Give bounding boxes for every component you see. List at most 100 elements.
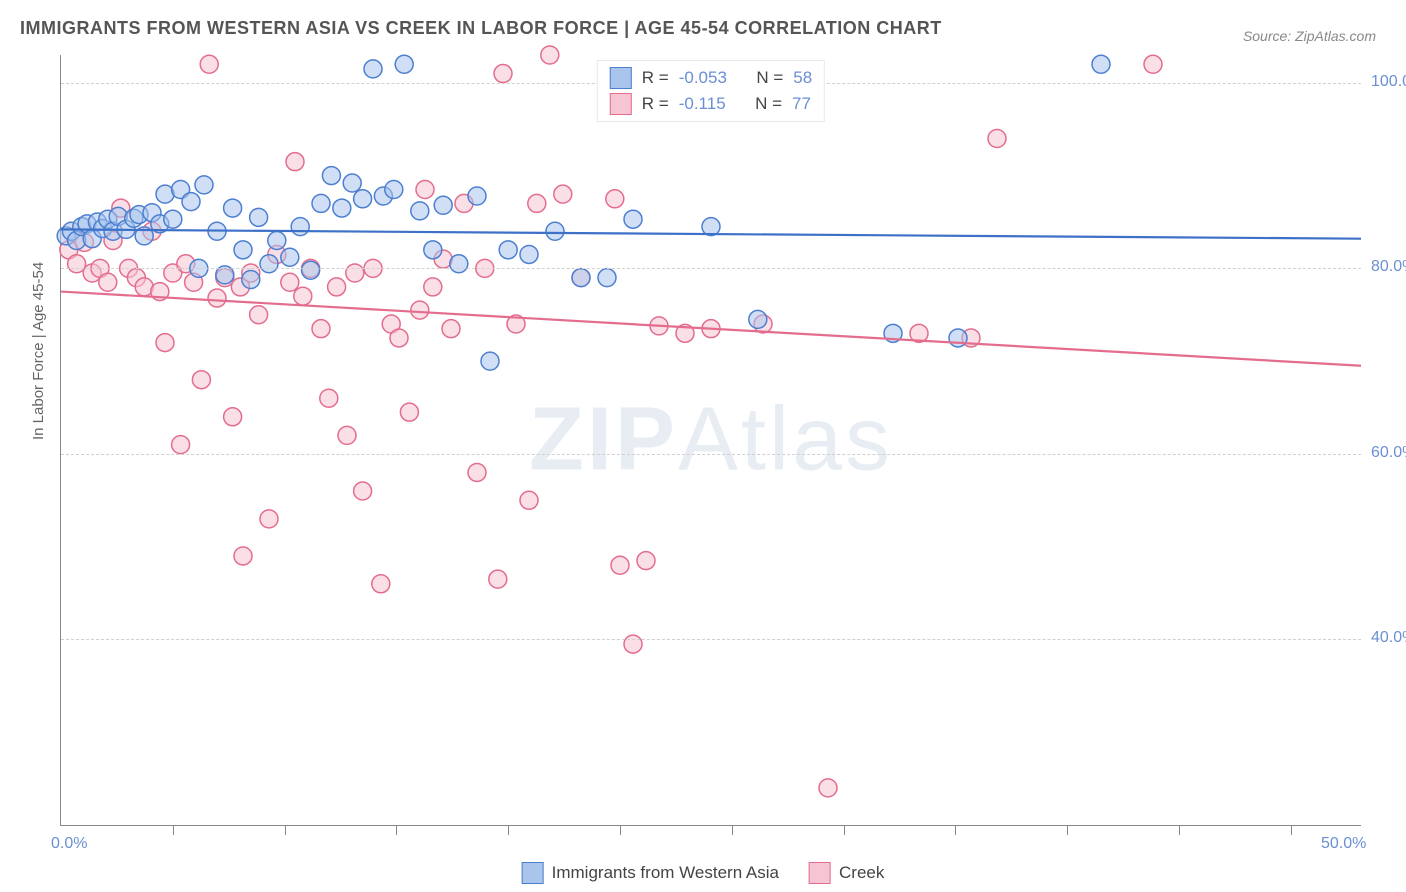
swatch-series-b <box>610 93 632 115</box>
data-point <box>390 329 408 347</box>
y-tick-label: 40.0% <box>1371 629 1406 647</box>
data-point <box>411 202 429 220</box>
r-label: R = <box>642 65 669 91</box>
data-point <box>312 320 330 338</box>
data-point <box>343 174 361 192</box>
data-point <box>294 287 312 305</box>
legend-label-b: Creek <box>839 863 884 883</box>
data-point <box>268 232 286 250</box>
data-point <box>320 389 338 407</box>
data-point <box>224 199 242 217</box>
data-point <box>200 55 218 73</box>
data-point <box>400 403 418 421</box>
data-point <box>346 264 364 282</box>
data-point <box>68 255 86 273</box>
n-label: N = <box>755 91 782 117</box>
data-point <box>242 271 260 289</box>
data-point <box>749 310 767 328</box>
data-point <box>322 167 340 185</box>
data-point <box>624 635 642 653</box>
data-point <box>395 55 413 73</box>
data-point <box>611 556 629 574</box>
data-point <box>468 463 486 481</box>
r-value-a: -0.053 <box>679 65 727 91</box>
x-tick <box>1291 825 1292 835</box>
x-tick <box>173 825 174 835</box>
gridline-h <box>61 454 1361 455</box>
data-point <box>260 255 278 273</box>
x-tick-label: 0.0% <box>51 835 87 853</box>
data-point <box>819 779 837 797</box>
r-label: R = <box>642 91 669 117</box>
chart-title: IMMIGRANTS FROM WESTERN ASIA VS CREEK IN… <box>20 18 942 39</box>
data-point <box>489 570 507 588</box>
data-point <box>1144 55 1162 73</box>
data-point <box>281 248 299 266</box>
data-point <box>99 273 117 291</box>
data-point <box>385 181 403 199</box>
data-point <box>224 408 242 426</box>
legend-item-a: Immigrants from Western Asia <box>522 862 779 884</box>
data-point <box>424 241 442 259</box>
data-point <box>260 510 278 528</box>
data-point <box>598 269 616 287</box>
swatch-series-b <box>809 862 831 884</box>
swatch-series-a <box>610 67 632 89</box>
legend-label-a: Immigrants from Western Asia <box>552 863 779 883</box>
y-tick-label: 100.0% <box>1371 73 1406 91</box>
data-point <box>546 222 564 240</box>
data-point <box>208 289 226 307</box>
legend-item-b: Creek <box>809 862 884 884</box>
data-point <box>372 575 390 593</box>
r-value-b: -0.115 <box>679 91 726 117</box>
data-point <box>250 208 268 226</box>
legend-row-b: R = -0.115 N = 77 <box>610 91 812 117</box>
data-point <box>442 320 460 338</box>
data-point <box>302 261 320 279</box>
plot-area: ZIPAtlas R = -0.053 N = 58 R = -0.115 N … <box>60 55 1361 826</box>
data-point <box>541 46 559 64</box>
x-tick <box>1179 825 1180 835</box>
data-point <box>572 269 590 287</box>
chart-svg <box>61 55 1361 825</box>
gridline-h <box>61 268 1361 269</box>
legend-series: Immigrants from Western Asia Creek <box>522 862 885 884</box>
data-point <box>499 241 517 259</box>
data-point <box>156 334 174 352</box>
data-point <box>182 193 200 211</box>
data-point <box>172 436 190 454</box>
trend-line <box>61 292 1361 366</box>
data-point <box>286 153 304 171</box>
x-tick <box>396 825 397 835</box>
data-point <box>520 491 538 509</box>
x-tick <box>844 825 845 835</box>
data-point <box>949 329 967 347</box>
data-point <box>468 187 486 205</box>
data-point <box>338 426 356 444</box>
data-point <box>450 255 468 273</box>
x-tick <box>620 825 621 835</box>
data-point <box>333 199 351 217</box>
data-point <box>424 278 442 296</box>
data-point <box>606 190 624 208</box>
data-point <box>234 547 252 565</box>
data-point <box>624 210 642 228</box>
data-point <box>411 301 429 319</box>
n-label: N = <box>756 65 783 91</box>
source-credit: Source: ZipAtlas.com <box>1243 28 1376 44</box>
y-tick-label: 80.0% <box>1371 258 1406 276</box>
x-tick <box>285 825 286 835</box>
y-axis-title: In Labor Force | Age 45-54 <box>30 262 47 440</box>
x-tick <box>508 825 509 835</box>
n-value-b: 77 <box>792 91 811 117</box>
data-point <box>416 181 434 199</box>
data-point <box>328 278 346 296</box>
data-point <box>164 210 182 228</box>
data-point <box>554 185 572 203</box>
data-point <box>234 241 252 259</box>
legend-correlation: R = -0.053 N = 58 R = -0.115 N = 77 <box>597 60 825 122</box>
n-value-a: 58 <box>793 65 812 91</box>
y-tick-label: 60.0% <box>1371 444 1406 462</box>
data-point <box>1092 55 1110 73</box>
data-point <box>354 190 372 208</box>
